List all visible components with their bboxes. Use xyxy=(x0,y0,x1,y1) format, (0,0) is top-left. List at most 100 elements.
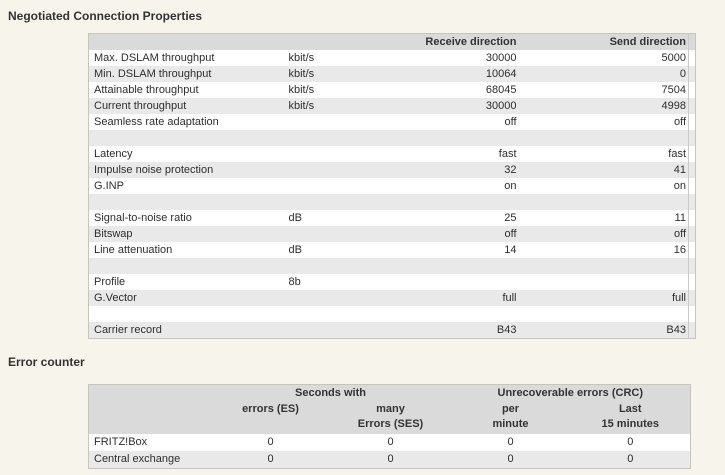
errors-es-value: 0 xyxy=(210,451,331,469)
unit-cell xyxy=(288,290,364,306)
unit-cell: kbit/s xyxy=(288,82,364,98)
errors-ses-value: 0 xyxy=(330,451,451,469)
unit-cell xyxy=(288,306,364,322)
unit-cell xyxy=(288,162,364,178)
unit-cell xyxy=(288,322,364,339)
error-counter-table: Seconds with Unrecoverable errors (CRC) … xyxy=(88,384,691,469)
send-value-cell: 41 xyxy=(518,162,689,178)
receive-value-cell: 25 xyxy=(363,210,519,226)
spacer-cell xyxy=(688,50,696,66)
unit-cell: 8b xyxy=(288,274,364,290)
error-subheader-empty-cell xyxy=(88,401,211,434)
empty-separator-row xyxy=(88,258,696,274)
property-row: Max. DSLAM throughput kbit/s 30000 5000 xyxy=(88,50,696,66)
unit-cell xyxy=(288,194,364,210)
header-spacer-cell xyxy=(688,33,696,50)
property-row: Current throughput kbit/s 30000 4998 xyxy=(88,98,696,114)
header-errors-es: errors (ES) xyxy=(210,401,331,434)
spacer-cell xyxy=(688,178,696,194)
property-name-cell: Min. DSLAM throughput xyxy=(88,66,289,82)
spacer-cell xyxy=(688,130,696,146)
receive-value-cell: 30000 xyxy=(363,98,519,114)
property-row: Attainable throughput kbit/s 68045 7504 xyxy=(88,82,696,98)
unit-cell xyxy=(288,258,364,274)
header-last-15-minutes: Last 15 minutes xyxy=(570,401,691,434)
errors-ses-value: 0 xyxy=(330,434,451,451)
send-value-cell: fast xyxy=(518,146,689,162)
unit-cell: kbit/s xyxy=(288,98,364,114)
property-row: Line attenuation dB 14 16 xyxy=(88,242,696,258)
error-row-fritzbox: FRITZ!Box 0 0 0 0 xyxy=(88,434,691,451)
property-row: Seamless rate adaptation off off xyxy=(88,114,696,130)
spacer-cell xyxy=(688,114,696,130)
spacer-cell xyxy=(688,226,696,242)
spacer-cell xyxy=(688,274,696,290)
property-row: Latency fast fast xyxy=(88,146,696,162)
header-per-minute-line2: minute xyxy=(492,418,529,430)
spacer-cell xyxy=(688,194,696,210)
crc-last-15-value: 0 xyxy=(570,434,691,451)
property-name-cell xyxy=(88,194,289,210)
receive-value-cell xyxy=(363,194,519,210)
send-value-cell: 5000 xyxy=(518,50,689,66)
properties-section-title: Negotiated Connection Properties xyxy=(8,9,203,23)
spacer-cell xyxy=(688,66,696,82)
receive-value-cell: on xyxy=(363,178,519,194)
send-value-cell: 7504 xyxy=(518,82,689,98)
spacer-cell xyxy=(688,258,696,274)
error-header-corner-cell xyxy=(88,384,211,401)
receive-value-cell xyxy=(363,274,519,290)
header-unrecoverable-crc: Unrecoverable errors (CRC) xyxy=(450,384,691,401)
property-name-cell: Seamless rate adaptation xyxy=(88,114,289,130)
send-value-cell: 4998 xyxy=(518,98,689,114)
receive-value-cell xyxy=(363,130,519,146)
send-value-cell xyxy=(518,274,689,290)
unit-cell xyxy=(288,114,364,130)
header-per-minute: per minute xyxy=(450,401,571,434)
property-row: Bitswap off off xyxy=(88,226,696,242)
send-value-cell: 11 xyxy=(518,210,689,226)
receive-value-cell: 10064 xyxy=(363,66,519,82)
property-name-cell: Profile xyxy=(88,274,289,290)
error-row-central-exchange: Central exchange 0 0 0 0 xyxy=(88,451,691,469)
error-row-label: Central exchange xyxy=(88,451,211,469)
send-value-cell xyxy=(518,194,689,210)
unit-cell: kbit/s xyxy=(288,50,364,66)
send-value-cell: full xyxy=(518,290,689,306)
empty-separator-row xyxy=(88,194,696,210)
header-last-15-minutes-line2: 15 minutes xyxy=(601,418,659,430)
property-row: Min. DSLAM throughput kbit/s 10064 0 xyxy=(88,66,696,82)
property-name-cell xyxy=(88,130,289,146)
empty-separator-row xyxy=(88,306,696,322)
receive-value-cell: fast xyxy=(363,146,519,162)
spacer-cell xyxy=(688,210,696,226)
property-name-cell: G.INP xyxy=(88,178,289,194)
unit-cell xyxy=(288,146,364,162)
spacer-cell xyxy=(688,322,696,339)
send-value-cell: on xyxy=(518,178,689,194)
property-name-cell xyxy=(88,306,289,322)
crc-last-15-value: 0 xyxy=(570,451,691,469)
property-row: Carrier record B43 B43 xyxy=(88,322,696,339)
header-property-cell xyxy=(88,33,289,50)
receive-value-cell xyxy=(363,306,519,322)
send-value-cell: 16 xyxy=(518,242,689,258)
receive-value-cell: 32 xyxy=(363,162,519,178)
property-name-cell xyxy=(88,258,289,274)
header-many-errors-ses: many Errors (SES) xyxy=(330,401,451,434)
receive-value-cell: 68045 xyxy=(363,82,519,98)
property-name-cell: Current throughput xyxy=(88,98,289,114)
spacer-cell xyxy=(688,306,696,322)
property-name-cell: Attainable throughput xyxy=(88,82,289,98)
property-name-cell: Max. DSLAM throughput xyxy=(88,50,289,66)
unit-cell xyxy=(288,226,364,242)
header-send-direction: Send direction xyxy=(518,33,689,50)
header-many-errors-ses-line2: Errors (SES) xyxy=(357,418,424,430)
spacer-cell xyxy=(688,146,696,162)
error-row-label: FRITZ!Box xyxy=(88,434,211,451)
crc-per-minute-value: 0 xyxy=(450,434,571,451)
spacer-cell xyxy=(688,98,696,114)
unit-cell: dB xyxy=(288,210,364,226)
error-subheader-row: errors (ES) many Errors (SES) per minute… xyxy=(88,401,691,434)
unit-cell xyxy=(288,130,364,146)
